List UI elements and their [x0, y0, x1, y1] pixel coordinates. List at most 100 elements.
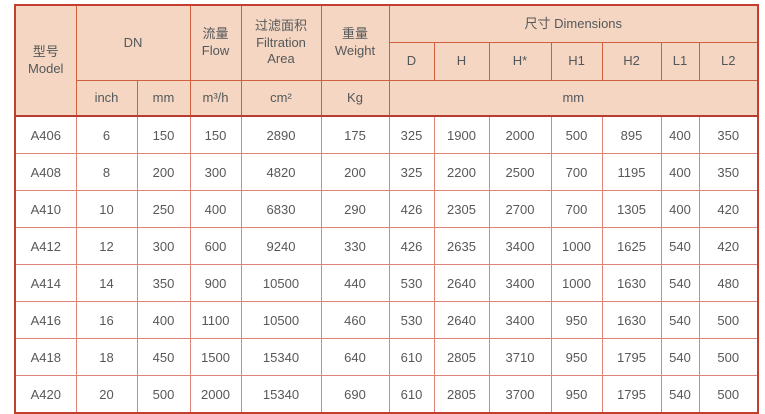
- cell-dim-hstar: 3400: [488, 301, 552, 339]
- cell-dim-d: 325: [388, 115, 435, 154]
- cell-dim-hstar: 2700: [488, 190, 552, 228]
- cell-filtration-area: 9240: [240, 227, 322, 265]
- header-weight: 重量 Weight: [320, 4, 390, 81]
- cell-model: A408: [14, 153, 77, 191]
- cell-weight: 440: [320, 264, 390, 302]
- cell-dim-h2: 1630: [601, 264, 662, 302]
- cell-weight: 290: [320, 190, 390, 228]
- cell-dim-h: 2640: [433, 264, 490, 302]
- cell-dn-inch: 12: [75, 227, 138, 265]
- cell-model: A412: [14, 227, 77, 265]
- cell-flow: 1100: [189, 301, 242, 339]
- cell-model: A406: [14, 115, 77, 154]
- cell-filtration-area: 2890: [240, 115, 322, 154]
- cell-dim-h: 2635: [433, 227, 490, 265]
- cell-dim-h: 2805: [433, 338, 490, 376]
- cell-dim-l2: 480: [698, 264, 759, 302]
- cell-dn-inch: 14: [75, 264, 138, 302]
- cell-dim-h1: 950: [550, 301, 603, 339]
- cell-dim-h2: 1625: [601, 227, 662, 265]
- cell-dim-d: 426: [388, 227, 435, 265]
- cell-dim-h2: 1305: [601, 190, 662, 228]
- cell-filtration-area: 4820: [240, 153, 322, 191]
- cell-model: A410: [14, 190, 77, 228]
- cell-dim-l1: 540: [660, 375, 700, 414]
- cell-dim-l2: 420: [698, 190, 759, 228]
- cell-dim-hstar: 3400: [488, 264, 552, 302]
- cell-dim-l1: 540: [660, 301, 700, 339]
- product-spec-table: 型号 Model DN 流量 Flow 过滤面积 Filtration Area…: [14, 4, 760, 414]
- cell-dim-l1: 540: [660, 338, 700, 376]
- spec-table-container: 型号 Model DN 流量 Flow 过滤面积 Filtration Area…: [14, 4, 760, 414]
- table-row: A412 12 300 600 9240 330 426 2635 3400 1…: [14, 227, 759, 265]
- cell-dim-h2: 1795: [601, 338, 662, 376]
- table-row: A414 14 350 900 10500 440 530 2640 3400 …: [14, 264, 759, 302]
- cell-dim-hstar: 2000: [488, 115, 552, 154]
- cell-dn-mm: 250: [136, 190, 191, 228]
- cell-model: A418: [14, 338, 77, 376]
- header-dim-h2: H2: [601, 42, 662, 81]
- cell-dim-hstar: 3700: [488, 375, 552, 414]
- cell-dim-l1: 400: [660, 153, 700, 191]
- header-dimensions: 尺寸 Dimensions: [388, 4, 759, 43]
- cell-dim-d: 610: [388, 338, 435, 376]
- cell-dim-l1: 400: [660, 115, 700, 154]
- cell-flow: 2000: [189, 375, 242, 414]
- cell-filtration-area: 15340: [240, 375, 322, 414]
- cell-dim-l1: 540: [660, 264, 700, 302]
- cell-flow: 150: [189, 115, 242, 154]
- cell-weight: 330: [320, 227, 390, 265]
- cell-dim-d: 530: [388, 301, 435, 339]
- cell-flow: 600: [189, 227, 242, 265]
- cell-dim-h1: 700: [550, 190, 603, 228]
- cell-dn-mm: 400: [136, 301, 191, 339]
- cell-dim-h: 2305: [433, 190, 490, 228]
- cell-dn-mm: 450: [136, 338, 191, 376]
- cell-dim-h: 2640: [433, 301, 490, 339]
- cell-weight: 690: [320, 375, 390, 414]
- table-row: A420 20 500 2000 15340 690 610 2805 3700…: [14, 375, 759, 414]
- table-row: A418 18 450 1500 15340 640 610 2805 3710…: [14, 338, 759, 376]
- cell-dim-l1: 400: [660, 190, 700, 228]
- cell-model: A416: [14, 301, 77, 339]
- cell-flow: 300: [189, 153, 242, 191]
- header-dim-h: H: [433, 42, 490, 81]
- cell-dn-mm: 150: [136, 115, 191, 154]
- cell-dim-l2: 350: [698, 153, 759, 191]
- table-row: A410 10 250 400 6830 290 426 2305 2700 7…: [14, 190, 759, 228]
- unit-inch: inch: [75, 80, 138, 117]
- cell-dim-h: 1900: [433, 115, 490, 154]
- cell-model: A420: [14, 375, 77, 414]
- cell-dim-d: 530: [388, 264, 435, 302]
- cell-dn-inch: 8: [75, 153, 138, 191]
- cell-dn-mm: 200: [136, 153, 191, 191]
- cell-dim-h1: 950: [550, 375, 603, 414]
- cell-dim-l2: 350: [698, 115, 759, 154]
- cell-weight: 460: [320, 301, 390, 339]
- cell-dn-inch: 20: [75, 375, 138, 414]
- cell-dn-inch: 6: [75, 115, 138, 154]
- table-header: 型号 Model DN 流量 Flow 过滤面积 Filtration Area…: [14, 4, 759, 117]
- cell-flow: 400: [189, 190, 242, 228]
- cell-dim-hstar: 3710: [488, 338, 552, 376]
- cell-dim-h2: 895: [601, 115, 662, 154]
- cell-dim-h1: 950: [550, 338, 603, 376]
- table-row: A408 8 200 300 4820 200 325 2200 2500 70…: [14, 153, 759, 191]
- header-dim-l2: L2: [698, 42, 759, 81]
- header-dim-h1: H1: [550, 42, 603, 81]
- cell-dim-h1: 1000: [550, 264, 603, 302]
- cell-dim-l2: 500: [698, 301, 759, 339]
- cell-dn-inch: 16: [75, 301, 138, 339]
- cell-dim-h1: 700: [550, 153, 603, 191]
- cell-dim-d: 426: [388, 190, 435, 228]
- cell-filtration-area: 15340: [240, 338, 322, 376]
- cell-weight: 200: [320, 153, 390, 191]
- cell-model: A414: [14, 264, 77, 302]
- cell-dim-h1: 1000: [550, 227, 603, 265]
- cell-dim-l2: 500: [698, 375, 759, 414]
- header-dn: DN: [75, 4, 191, 81]
- cell-dim-hstar: 2500: [488, 153, 552, 191]
- header-filtration-area: 过滤面积 Filtration Area: [240, 4, 322, 81]
- header-dim-hstar: H*: [488, 42, 552, 81]
- cell-dim-hstar: 3400: [488, 227, 552, 265]
